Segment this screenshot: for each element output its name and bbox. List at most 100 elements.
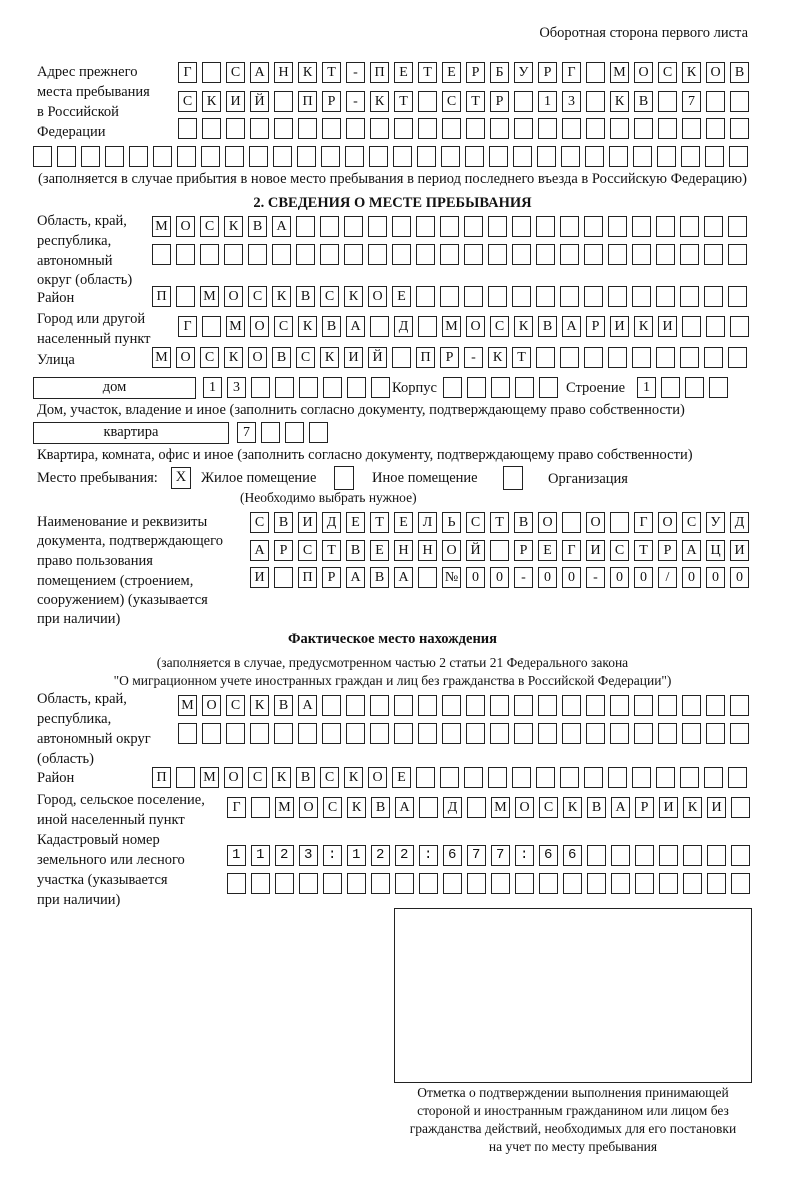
- char-cell[interactable]: [682, 118, 701, 139]
- char-cell[interactable]: -: [586, 567, 605, 588]
- char-cell[interactable]: В: [296, 286, 315, 307]
- char-cell[interactable]: [658, 91, 677, 112]
- char-cell[interactable]: В: [634, 91, 653, 112]
- char-cell[interactable]: [707, 845, 726, 866]
- char-cell[interactable]: [227, 845, 246, 866]
- char-cell[interactable]: [347, 845, 366, 866]
- char-cell[interactable]: [608, 347, 627, 368]
- char-cell[interactable]: П: [152, 767, 171, 788]
- char-cell[interactable]: [514, 695, 533, 716]
- char-cell[interactable]: Т: [322, 540, 341, 561]
- char-cell[interactable]: [467, 873, 486, 894]
- char-cell[interactable]: И: [730, 540, 749, 561]
- char-cell[interactable]: [680, 347, 699, 368]
- char-cell[interactable]: 0: [610, 567, 629, 588]
- char-cell[interactable]: К: [202, 91, 221, 112]
- char-cell[interactable]: [539, 377, 558, 398]
- char-cell[interactable]: [251, 797, 270, 818]
- char-cell[interactable]: [202, 118, 221, 139]
- char-cell[interactable]: К: [610, 91, 629, 112]
- house-type-field[interactable]: дом: [33, 377, 196, 399]
- char-cell[interactable]: [440, 244, 459, 265]
- char-cell[interactable]: [728, 216, 747, 237]
- char-cell[interactable]: [152, 244, 171, 265]
- char-cell[interactable]: Р: [322, 91, 341, 112]
- char-cell[interactable]: [584, 244, 603, 265]
- char-cell[interactable]: К: [682, 62, 701, 83]
- char-cell[interactable]: [33, 146, 52, 167]
- char-cell[interactable]: [345, 146, 364, 167]
- char-cell[interactable]: А: [250, 540, 269, 561]
- char-cell[interactable]: Д: [394, 316, 413, 337]
- char-cell[interactable]: О: [176, 347, 195, 368]
- char-cell[interactable]: В: [274, 512, 293, 533]
- char-cell[interactable]: [512, 767, 531, 788]
- char-cell[interactable]: А: [394, 567, 413, 588]
- char-cell[interactable]: К: [347, 797, 366, 818]
- char-cell[interactable]: [730, 316, 749, 337]
- char-cell[interactable]: [370, 723, 389, 744]
- char-cell[interactable]: [512, 244, 531, 265]
- char-cell[interactable]: 0: [538, 567, 557, 588]
- char-cell[interactable]: М: [491, 797, 510, 818]
- char-cell[interactable]: Л: [418, 512, 437, 533]
- char-cell[interactable]: [224, 244, 243, 265]
- char-cell[interactable]: О: [368, 767, 387, 788]
- char-cell[interactable]: [585, 146, 604, 167]
- char-cell[interactable]: 0: [466, 567, 485, 588]
- char-cell[interactable]: Р: [635, 797, 654, 818]
- char-cell[interactable]: [562, 695, 581, 716]
- char-cell[interactable]: [395, 845, 414, 866]
- char-cell[interactable]: [560, 286, 579, 307]
- char-cell[interactable]: Й: [368, 347, 387, 368]
- char-cell[interactable]: Е: [346, 512, 365, 533]
- char-cell[interactable]: [658, 695, 677, 716]
- char-cell[interactable]: О: [538, 512, 557, 533]
- char-cell[interactable]: [560, 216, 579, 237]
- char-cell[interactable]: [608, 244, 627, 265]
- char-cell[interactable]: К: [344, 767, 363, 788]
- char-cell[interactable]: А: [395, 797, 414, 818]
- char-cell[interactable]: [464, 286, 483, 307]
- char-cell[interactable]: [442, 723, 461, 744]
- char-cell[interactable]: [370, 118, 389, 139]
- char-cell[interactable]: Й: [250, 91, 269, 112]
- char-cell[interactable]: [608, 216, 627, 237]
- char-cell[interactable]: [709, 377, 728, 398]
- char-cell[interactable]: А: [250, 62, 269, 83]
- char-cell[interactable]: Е: [370, 540, 389, 561]
- char-cell[interactable]: [706, 118, 725, 139]
- char-cell[interactable]: [731, 873, 750, 894]
- char-cell[interactable]: [731, 845, 750, 866]
- char-cell[interactable]: [730, 723, 749, 744]
- char-cell[interactable]: [344, 216, 363, 237]
- char-cell[interactable]: [491, 845, 510, 866]
- char-cell[interactable]: [466, 723, 485, 744]
- char-cell[interactable]: С: [442, 91, 461, 112]
- char-cell[interactable]: С: [658, 62, 677, 83]
- char-cell[interactable]: К: [224, 216, 243, 237]
- char-cell[interactable]: [419, 845, 438, 866]
- char-cell[interactable]: [418, 567, 437, 588]
- char-cell[interactable]: С: [320, 767, 339, 788]
- char-cell[interactable]: -: [514, 567, 533, 588]
- char-cell[interactable]: Е: [442, 62, 461, 83]
- char-cell[interactable]: [584, 216, 603, 237]
- char-cell[interactable]: [178, 118, 197, 139]
- char-cell[interactable]: Р: [466, 62, 485, 83]
- char-cell[interactable]: [488, 286, 507, 307]
- char-cell[interactable]: [680, 216, 699, 237]
- char-cell[interactable]: С: [466, 512, 485, 533]
- char-cell[interactable]: [561, 146, 580, 167]
- char-cell[interactable]: [659, 873, 678, 894]
- char-cell[interactable]: [275, 873, 294, 894]
- char-cell[interactable]: Е: [394, 62, 413, 83]
- char-cell[interactable]: Р: [658, 540, 677, 561]
- char-cell[interactable]: К: [344, 286, 363, 307]
- char-cell[interactable]: С: [226, 62, 245, 83]
- char-cell[interactable]: М: [442, 316, 461, 337]
- char-cell[interactable]: -: [346, 91, 365, 112]
- char-cell[interactable]: [370, 316, 389, 337]
- char-cell[interactable]: [706, 723, 725, 744]
- char-cell[interactable]: [285, 422, 304, 443]
